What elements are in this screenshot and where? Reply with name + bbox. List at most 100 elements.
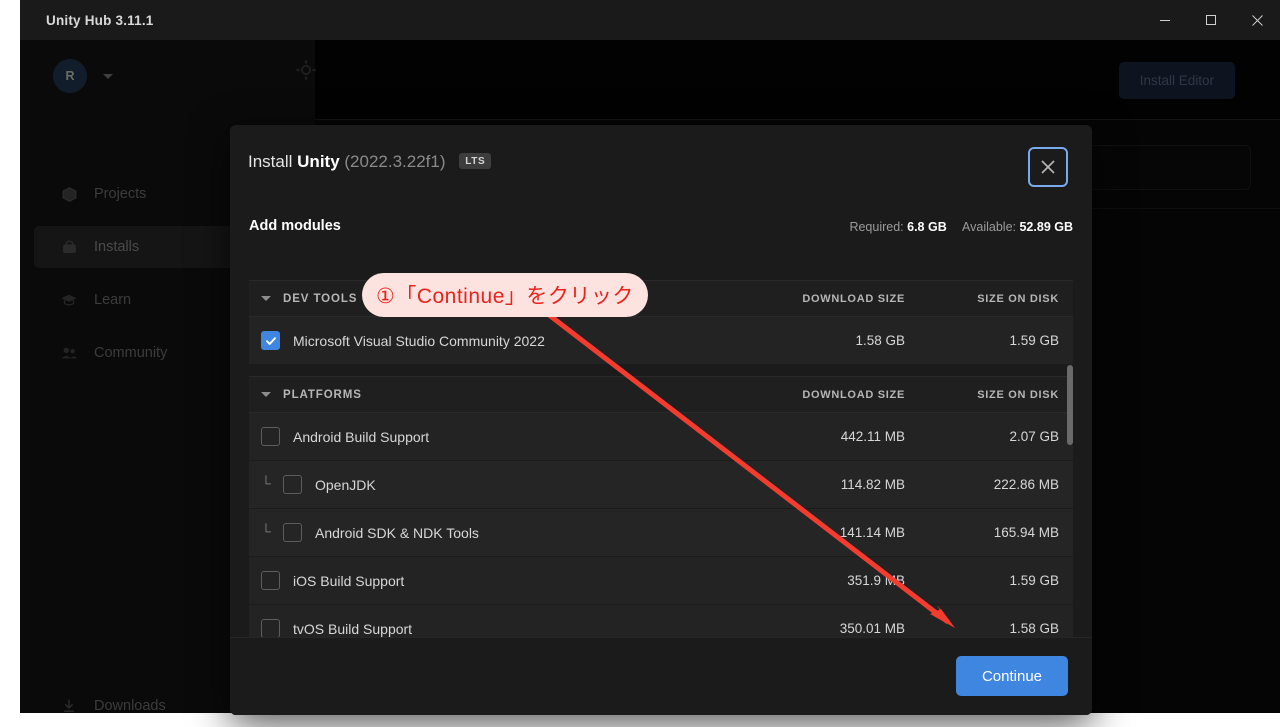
module-download-size: 350.01 MB [839,621,905,636]
modal-subheader: Add modules Required: 6.8 GB Available: … [230,207,1092,253]
cube-icon [60,185,78,203]
sidebar-item-label: Projects [94,186,147,202]
window-controls [1142,0,1280,40]
title-bar: Unity Hub 3.11.1 [20,0,1280,40]
caret-down-icon [261,296,271,301]
group-spacer [249,365,1073,376]
modal-title-install: Install [248,152,293,171]
column-header-disk: SIZE ON DISK [977,292,1059,305]
sidebar-bottom-nav: Downloads [34,685,299,727]
module-label-group: Microsoft Visual Studio Community 2022 [249,331,758,350]
install-unity-modal: Install Unity (2022.3.22f1) LTS Add modu… [230,125,1092,715]
modules-scrollbar[interactable] [1067,280,1073,715]
module-disk-size: 165.94 MB [993,525,1059,540]
module-checkbox[interactable] [283,523,302,542]
table-row[interactable]: Android Build Support 442.11 MB 2.07 GB [249,413,1073,461]
module-checkbox[interactable] [261,427,280,446]
column-header-download: DOWNLOAD SIZE [802,388,905,401]
table-row[interactable]: └ OpenJDK 114.82 MB 222.86 MB [249,461,1073,509]
module-name: tvOS Build Support [293,620,413,637]
modal-title-product: Unity [297,152,340,171]
install-editor-label: Install Editor [1139,73,1214,88]
module-name: OpenJDK [315,476,376,493]
table-row[interactable]: Microsoft Visual Studio Community 2022 1… [249,317,1073,365]
continue-label: Continue [981,667,1042,685]
add-modules-label: Add modules [249,218,341,234]
graduation-cap-icon [60,291,78,309]
scrollbar-thumb[interactable] [1067,365,1073,445]
module-disk-size: 2.07 GB [1009,429,1059,444]
sidebar-item-label: Community [94,345,168,361]
content-header: Install Editor [296,40,1280,120]
module-download-size: 141.14 MB [839,525,905,540]
sidebar-item-label: Learn [94,292,132,308]
module-download-size: 1.58 GB [855,333,905,348]
account-switcher[interactable]: R [53,59,113,93]
module-label-group: └ OpenJDK [249,475,758,494]
close-icon [1251,14,1263,26]
module-download-size: 351.9 MB [847,573,905,588]
module-checkbox[interactable] [283,475,302,494]
people-icon [60,344,78,362]
table-row[interactable]: iOS Build Support 351.9 MB 1.59 GB [249,557,1073,605]
module-label-group: tvOS Build Support [249,619,758,638]
annotation-callout: ①「Continue」をクリック [362,273,648,317]
maximize-button[interactable] [1188,0,1234,40]
group-title: DEV TOOLS [283,292,358,305]
download-icon [60,697,78,715]
required-value: 6.8 GB [907,220,947,234]
minimize-button[interactable] [1142,0,1188,40]
module-checkbox[interactable] [261,619,280,638]
install-editor-button[interactable]: Install Editor [1118,62,1235,99]
modal-header: Install Unity (2022.3.22f1) LTS [230,125,1092,207]
caret-down-icon [261,392,271,397]
size-summary: Required: 6.8 GB Available: 52.89 GB [849,220,1073,234]
tree-branch-icon: └ [261,522,271,539]
sidebar-item-label: Installs [94,239,140,255]
chevron-down-icon [103,73,113,79]
module-disk-size: 222.86 MB [993,477,1059,492]
column-header-download: DOWNLOAD SIZE [802,292,905,305]
modal-close-button[interactable] [1028,147,1068,187]
app-body: R Projects [20,40,1280,715]
close-window-button[interactable] [1234,0,1280,40]
close-icon [1041,160,1055,174]
gear-icon[interactable] [295,59,317,86]
continue-button[interactable]: Continue [955,656,1068,696]
module-name: Microsoft Visual Studio Community 2022 [293,332,545,349]
module-checkbox[interactable] [261,571,280,590]
check-icon [265,336,276,345]
maximize-icon [1206,15,1216,25]
module-label-group: Android Build Support [249,427,758,446]
module-checkbox[interactable] [261,331,280,350]
module-name: Android Build Support [293,428,430,445]
module-disk-size: 1.59 GB [1009,573,1059,588]
annotation-text: ①「Continue」をクリック [376,285,634,308]
sidebar-item-learn[interactable]: Learn [34,279,299,321]
module-label-group: iOS Build Support [249,571,758,590]
sidebar-item-downloads[interactable]: Downloads [34,685,299,727]
required-label: Required: [849,220,904,234]
available-value: 52.89 GB [1019,220,1073,234]
column-header-disk: SIZE ON DISK [977,388,1059,401]
minimize-icon [1160,20,1170,21]
group-header-platforms[interactable]: PLATFORMS DOWNLOAD SIZE SIZE ON DISK [249,376,1073,413]
sidebar-item-community[interactable]: Community [34,332,299,374]
group-title: PLATFORMS [283,388,362,401]
table-row[interactable]: └ Android SDK & NDK Tools 141.14 MB 165.… [249,509,1073,557]
module-name: iOS Build Support [293,572,405,589]
collapse-toggle[interactable] [249,392,283,397]
available-label: Available: [962,220,1016,234]
module-download-size: 114.82 MB [840,477,905,492]
module-disk-size: 1.59 GB [1009,333,1059,348]
modal-footer: Continue [230,637,1092,715]
module-label-group: └ Android SDK & NDK Tools [249,523,758,542]
window-title: Unity Hub 3.11.1 [46,12,154,28]
tree-branch-icon: └ [261,474,271,491]
module-name: Android SDK & NDK Tools [315,524,479,541]
avatar: R [53,59,87,93]
collapse-toggle[interactable] [249,296,283,301]
sidebar-item-projects[interactable]: Projects [34,173,299,215]
sidebar-item-label: Downloads [94,698,166,714]
